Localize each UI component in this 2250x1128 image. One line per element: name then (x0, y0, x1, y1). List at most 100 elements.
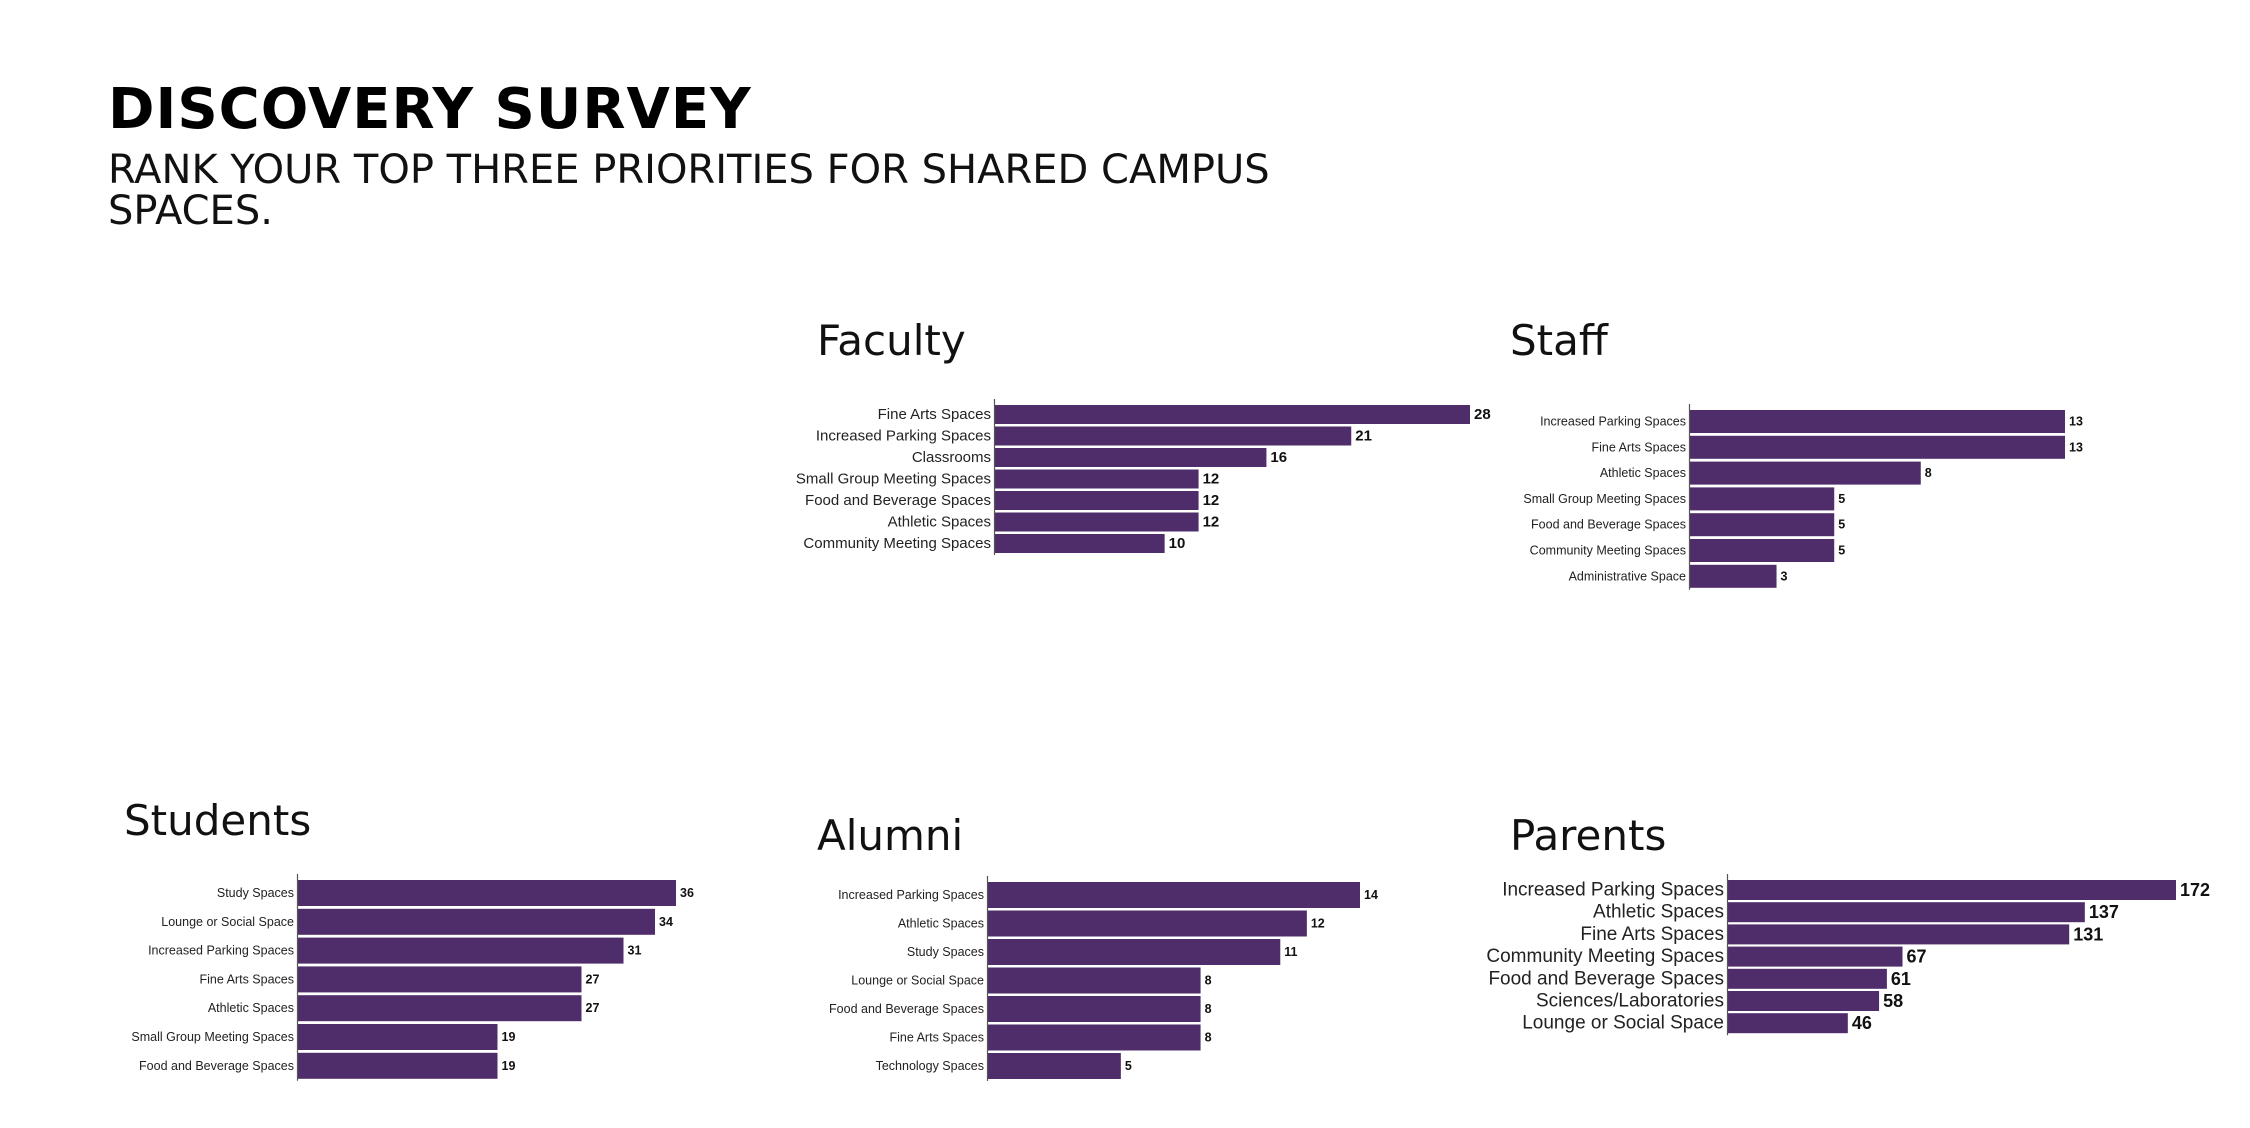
alumni-category-label: Fine Arts Spaces (890, 1031, 985, 1045)
students-bar-lounge-or-social-space (298, 908, 655, 935)
staff-chart-title: Staff (1510, 316, 1608, 365)
faculty-bar-fine-arts-spaces (995, 405, 1470, 424)
staff-bar-food-and-beverage-spaces (1690, 513, 1835, 537)
students-bar-study-spaces (298, 880, 676, 906)
faculty-value-label: 12 (1203, 514, 1220, 531)
staff-chart: Increased Parking Spaces 13 Fine Arts Spac… (1523, 404, 2083, 590)
students-category-label: Study Spaces (217, 886, 294, 900)
students-chart: Study Spaces 36 Lounge or Social Space 34 In… (131, 874, 694, 1081)
faculty-bar-small-group-meeting-spaces (995, 469, 1199, 489)
parents-chart-title: Parents (1510, 811, 1667, 860)
staff-bar-athletic-spaces (1690, 461, 1921, 485)
students-bar-increased-parking-spaces (298, 937, 624, 964)
faculty-category-label: Increased Parking Spaces (816, 428, 991, 445)
students-value-label: 36 (680, 886, 694, 900)
alumni-category-label: Increased Parking Spaces (838, 888, 984, 902)
faculty-chart: Fine Arts Spaces 28 Increased Parking Spac… (796, 399, 1491, 555)
alumni-category-label: Study Spaces (907, 945, 984, 959)
parents-category-label: Food and Beverage Spaces (1488, 968, 1724, 989)
parents-bar-food-and-beverage-spaces (1728, 968, 1887, 989)
parents-value-label: 172 (2180, 880, 2210, 900)
parents-category-label: Athletic Spaces (1593, 902, 1724, 923)
alumni-category-label: Lounge or Social Space (851, 974, 984, 988)
page-subtitle: RANK YOUR TOP THREE PRIORITIES FOR SHARE… (108, 147, 1270, 234)
parents-category-label: Community Meeting Spaces (1486, 946, 1724, 967)
faculty-value-label: 12 (1203, 471, 1220, 488)
students-bar-fine-arts-spaces (298, 966, 582, 993)
parents-category-label: Sciences/Laboratories (1536, 991, 1724, 1012)
students-value-label: 19 (502, 1059, 516, 1073)
alumni-bar-increased-parking-spaces (988, 882, 1360, 908)
parents-bar-sciences-laboratories (1728, 991, 1880, 1011)
alumni-value-label: 12 (1311, 917, 1325, 931)
parents-category-label: Increased Parking Spaces (1502, 880, 1724, 901)
students-value-label: 27 (586, 1001, 600, 1015)
parents-value-label: 67 (1907, 947, 1927, 967)
alumni-value-label: 14 (1364, 888, 1378, 902)
parents-bar-increased-parking-spaces (1728, 880, 2176, 900)
alumni-bar-fine-arts-spaces (988, 1024, 1201, 1051)
students-category-label: Food and Beverage Spaces (139, 1059, 294, 1073)
parents-bar-community-meeting-spaces (1728, 946, 1903, 967)
staff-value-label: 3 (1781, 569, 1788, 583)
faculty-value-label: 16 (1270, 449, 1287, 466)
faculty-value-label: 12 (1203, 492, 1220, 509)
parents-value-label: 46 (1852, 1013, 1872, 1033)
students-category-label: Lounge or Social Space (161, 915, 294, 929)
alumni-chart-title: Alumni (817, 811, 964, 860)
parents-value-label: 61 (1891, 969, 1911, 989)
faculty-category-label: Classrooms (912, 449, 991, 466)
students-value-label: 19 (502, 1030, 516, 1044)
staff-value-label: 5 (1838, 492, 1845, 506)
alumni-value-label: 8 (1205, 974, 1212, 988)
alumni-value-label: 11 (1284, 945, 1297, 959)
faculty-category-label: Small Group Meeting Spaces (796, 471, 991, 488)
faculty-value-label: 10 (1169, 535, 1186, 552)
staff-value-label: 5 (1838, 544, 1845, 558)
faculty-bar-increased-parking-spaces (995, 426, 1352, 446)
parents-bar-fine-arts-spaces (1728, 924, 2070, 945)
alumni-bar-athletic-spaces (988, 910, 1307, 937)
parents-category-label: Fine Arts Spaces (1580, 924, 1724, 945)
staff-category-label: Administrative Space (1569, 569, 1686, 583)
staff-category-label: Food and Beverage Spaces (1531, 518, 1686, 532)
parents-value-label: 137 (2089, 902, 2119, 922)
staff-value-label: 13 (2069, 415, 2083, 429)
students-category-label: Athletic Spaces (208, 1001, 294, 1015)
students-bar-small-group-meeting-spaces (298, 1024, 498, 1050)
staff-category-label: Increased Parking Spaces (1540, 415, 1686, 429)
students-value-label: 27 (586, 972, 600, 986)
faculty-category-label: Community Meeting Spaces (803, 535, 991, 552)
faculty-category-label: Fine Arts Spaces (878, 406, 991, 423)
staff-category-label: Small Group Meeting Spaces (1523, 492, 1686, 506)
staff-category-label: Athletic Spaces (1600, 466, 1686, 480)
students-value-label: 34 (659, 915, 673, 929)
alumni-bar-food-and-beverage-spaces (988, 996, 1201, 1022)
page-title: DISCOVERY SURVEY (108, 77, 752, 142)
staff-value-label: 8 (1925, 466, 1932, 480)
alumni-bar-study-spaces (988, 939, 1281, 965)
parents-value-label: 58 (1883, 991, 1903, 1011)
students-bar-food-and-beverage-spaces (298, 1052, 498, 1079)
alumni-category-label: Athletic Spaces (898, 917, 984, 931)
alumni-category-label: Technology Spaces (876, 1059, 984, 1073)
faculty-chart-title: Faculty (817, 316, 966, 365)
alumni-chart: Increased Parking Spaces 14 Athletic Space… (829, 876, 1378, 1081)
alumni-value-label: 8 (1205, 1002, 1212, 1016)
faculty-value-label: 28 (1474, 406, 1491, 423)
staff-bar-increased-parking-spaces (1690, 410, 2065, 433)
parents-category-label: Lounge or Social Space (1522, 1013, 1724, 1034)
students-category-label: Fine Arts Spaces (200, 972, 295, 986)
faculty-bar-classrooms (995, 448, 1267, 467)
parents-bar-athletic-spaces (1728, 902, 2085, 923)
staff-value-label: 13 (2069, 440, 2083, 454)
alumni-bar-lounge-or-social-space (988, 967, 1201, 994)
faculty-bar-athletic-spaces (995, 512, 1199, 532)
students-chart-title: Students (124, 796, 312, 845)
faculty-value-label: 21 (1355, 428, 1372, 445)
staff-bar-fine-arts-spaces (1690, 435, 2065, 459)
alumni-value-label: 8 (1205, 1031, 1212, 1045)
faculty-bar-community-meeting-spaces (995, 534, 1165, 553)
staff-category-label: Fine Arts Spaces (1592, 440, 1687, 454)
students-category-label: Small Group Meeting Spaces (131, 1030, 294, 1044)
